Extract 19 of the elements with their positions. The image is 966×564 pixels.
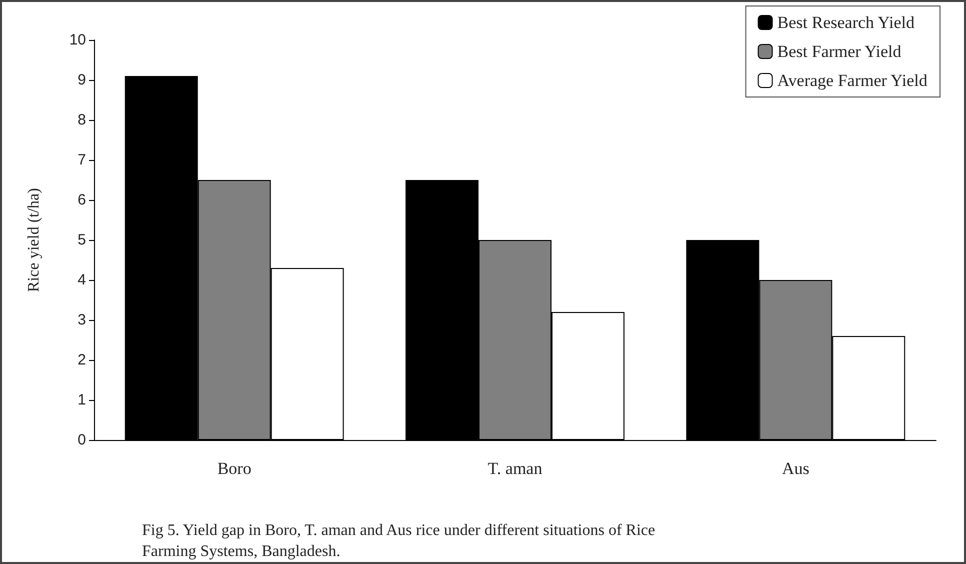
y-tick-label: 6 [78, 192, 86, 208]
y-axis-title: Rice yield (t/ha) [26, 188, 42, 292]
caption: Fig 5. Yield gap in Boro, T. aman and Aus rice under different situations of Rice Farming Systems, Bangladesh. [142, 522, 660, 560]
y-tick-label: 10 [69, 32, 86, 48]
x-tick-label: Aus [782, 459, 810, 478]
y-tick-label: 2 [78, 352, 86, 368]
x-tick-label: T. aman [488, 459, 543, 478]
y-tick-label: 5 [78, 232, 86, 248]
y-tick-label: 1 [78, 392, 86, 408]
legend-label: Average Farmer Yield [777, 71, 928, 90]
y-tick-label: 0 [78, 432, 86, 448]
y-tick-label: 9 [78, 72, 86, 88]
x-tick-label: Boro [217, 459, 252, 478]
legend-label: Best Farmer Yield [777, 42, 902, 61]
legend-label: Best Research Yield [777, 13, 915, 32]
y-tick-label: 3 [78, 312, 86, 328]
y-tick-label: 8 [78, 112, 86, 128]
y-tick-label: 7 [78, 152, 86, 168]
y-tick-label: 4 [78, 272, 86, 288]
